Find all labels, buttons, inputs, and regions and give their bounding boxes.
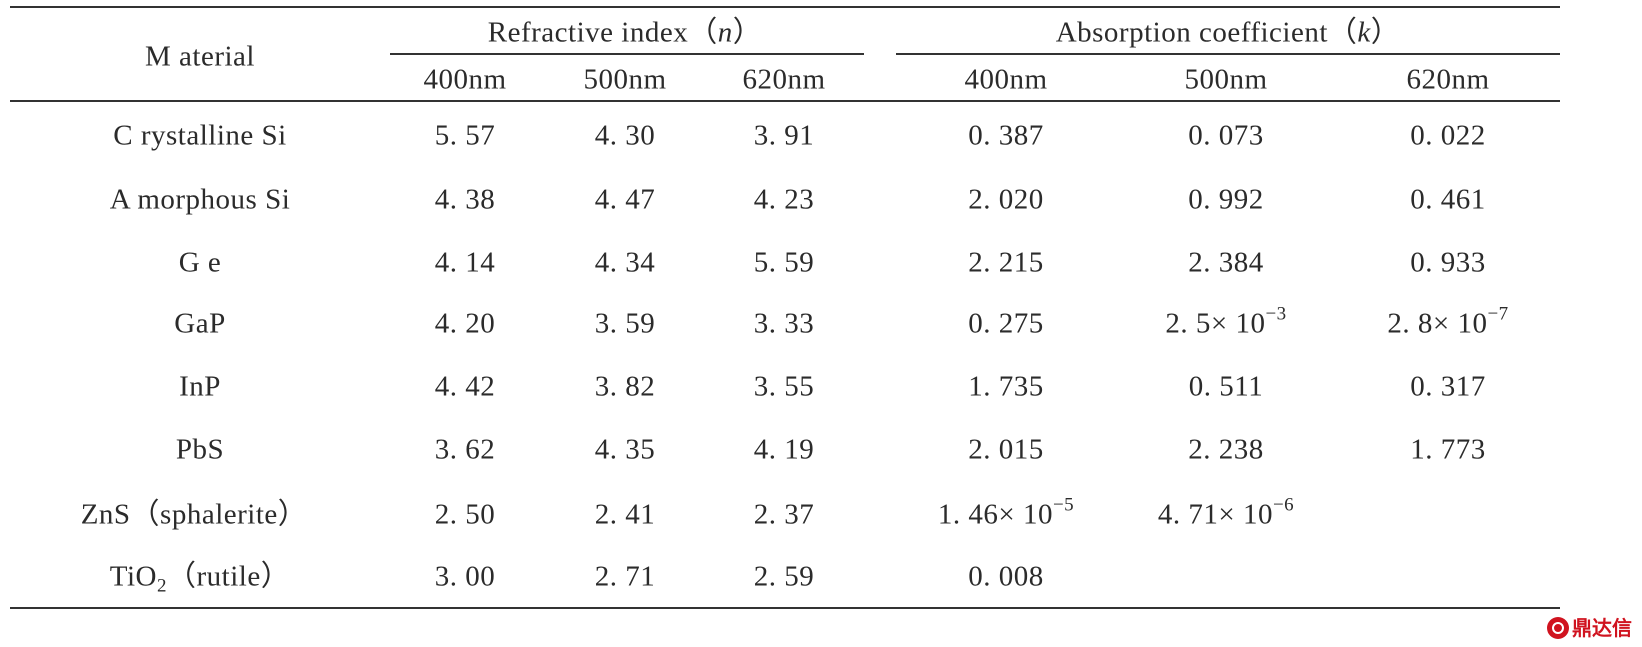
k-620-mantissa: 2. 8× 10	[1387, 307, 1488, 340]
header-k-620nm: 620nm	[1406, 63, 1490, 96]
header-refractive-index: Refractive index（n）	[487, 16, 763, 49]
k-500: 2. 238	[1188, 433, 1264, 466]
absorption-group-rule	[896, 53, 1560, 55]
k-620-exponent: −7	[1487, 303, 1509, 325]
n-500: 3. 59	[594, 307, 656, 340]
row-material: G e	[178, 246, 222, 279]
k-620: 1. 773	[1410, 433, 1486, 466]
absorption-label: Absorption coefficient（	[1055, 16, 1358, 49]
row-material: ZnS（sphalerite）	[80, 498, 308, 531]
material-suffix: （rutile）	[167, 560, 291, 593]
absorption-close: ）	[1370, 16, 1401, 49]
material-formula: TiO	[109, 560, 157, 593]
n-400: 2. 50	[434, 498, 496, 531]
n-400: 4. 42	[434, 370, 496, 403]
k-400: 1. 735	[968, 370, 1044, 403]
n-500: 4. 35	[594, 433, 656, 466]
material-subscript: 2	[157, 575, 167, 597]
row-material: GaP	[174, 307, 226, 340]
refractive-close: ）	[732, 16, 763, 49]
k-400: 0. 387	[968, 119, 1044, 152]
logo-icon	[1547, 617, 1569, 639]
k-400: 2. 215	[968, 246, 1044, 279]
header-absorption-coefficient: Absorption coefficient（k）	[1055, 16, 1401, 49]
n-620: 2. 59	[753, 560, 815, 593]
n-500: 4. 47	[594, 183, 656, 216]
absorption-symbol: k	[1357, 16, 1371, 49]
n-500: 2. 41	[594, 498, 656, 531]
k-500: 0. 073	[1188, 119, 1264, 152]
k-500-exponent: −6	[1272, 494, 1295, 516]
header-n-500nm: 500nm	[583, 63, 667, 96]
header-material: M aterial	[145, 40, 255, 73]
n-400: 4. 20	[434, 307, 496, 340]
n-620: 4. 19	[753, 433, 815, 466]
k-500: 0. 511	[1188, 370, 1264, 403]
k-400: 2. 015	[968, 433, 1044, 466]
n-620: 5. 59	[753, 246, 815, 279]
n-620: 4. 23	[753, 183, 815, 216]
k-500: 0. 992	[1188, 183, 1264, 216]
header-bottom-rule	[10, 100, 1560, 102]
k-500: 2. 5× 10−3	[1165, 305, 1286, 340]
header-n-620nm: 620nm	[742, 63, 826, 96]
n-620: 3. 33	[753, 307, 815, 340]
n-500: 4. 34	[594, 246, 656, 279]
row-material: TiO2（rutile）	[109, 560, 291, 596]
n-400: 3. 62	[434, 433, 496, 466]
k-400-mantissa: 1. 46× 10	[937, 498, 1053, 531]
row-material: C rystalline Si	[113, 119, 287, 152]
k-620: 0. 461	[1410, 183, 1486, 216]
n-400: 4. 14	[434, 246, 496, 279]
n-500: 4. 30	[594, 119, 656, 152]
n-620: 3. 55	[753, 370, 815, 403]
bottom-rule	[10, 607, 1560, 609]
k-400-exponent: −5	[1052, 494, 1075, 516]
header-k-400nm: 400nm	[964, 63, 1048, 96]
k-500: 4. 71× 10−6	[1157, 496, 1294, 531]
k-400: 0. 008	[968, 560, 1044, 593]
n-620: 3. 91	[753, 119, 815, 152]
k-500-exponent: −3	[1265, 303, 1287, 325]
header-k-500nm: 500nm	[1184, 63, 1268, 96]
n-500: 3. 82	[594, 370, 656, 403]
row-material: A morphous Si	[109, 183, 291, 216]
k-620: 0. 933	[1410, 246, 1486, 279]
k-400: 2. 020	[968, 183, 1044, 216]
row-material: InP	[179, 370, 221, 403]
watermark-text: 鼎达信	[1572, 616, 1632, 640]
top-rule	[10, 6, 1560, 8]
n-400: 4. 38	[434, 183, 496, 216]
refractive-label: Refractive index（	[487, 16, 718, 49]
refractive-group-rule	[390, 53, 864, 55]
k-620: 2. 8× 10−7	[1387, 305, 1508, 340]
k-500-mantissa: 4. 71× 10	[1157, 498, 1273, 531]
k-500-mantissa: 2. 5× 10	[1165, 307, 1266, 340]
row-material: PbS	[175, 433, 225, 466]
watermark-logo: 鼎达信	[1547, 617, 1632, 639]
k-500: 2. 384	[1188, 246, 1264, 279]
k-620: 0. 022	[1410, 119, 1486, 152]
k-400: 1. 46× 10−5	[937, 496, 1074, 531]
refractive-symbol: n	[717, 16, 733, 49]
n-400: 5. 57	[434, 119, 496, 152]
n-400: 3. 00	[434, 560, 496, 593]
header-n-400nm: 400nm	[423, 63, 507, 96]
k-620: 0. 317	[1410, 370, 1486, 403]
k-400: 0. 275	[968, 307, 1044, 340]
n-500: 2. 71	[594, 560, 656, 593]
n-620: 2. 37	[753, 498, 815, 531]
header-material-label: M aterial	[145, 40, 255, 73]
